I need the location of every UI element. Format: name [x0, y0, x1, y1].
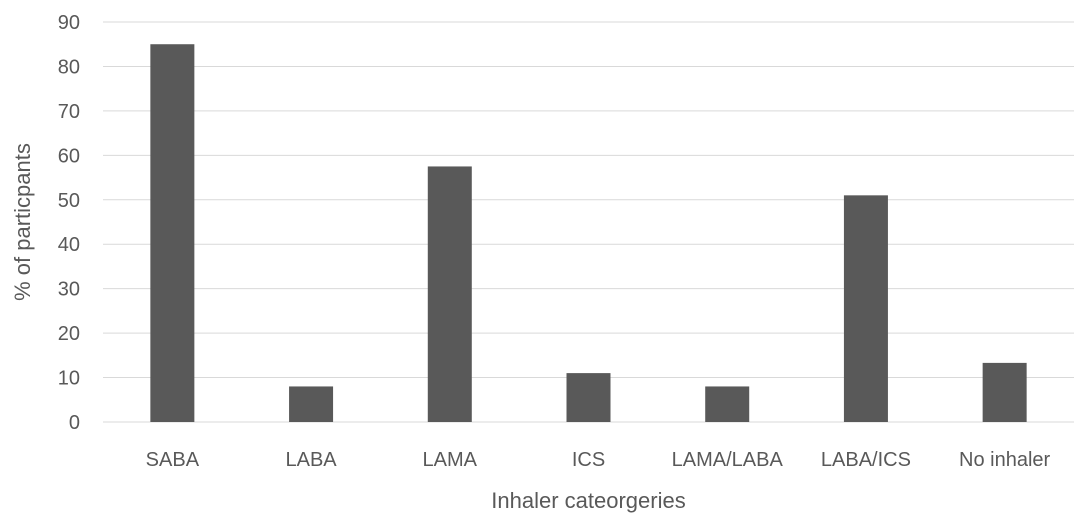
x-tick-label: LAMA/LABA	[672, 449, 784, 471]
bar	[150, 44, 195, 422]
x-tick-label: No inhaler	[959, 449, 1051, 471]
x-tick-label: LABA	[285, 449, 337, 471]
y-tick-label: 10	[58, 368, 80, 390]
y-tick-label: 40	[58, 234, 80, 256]
y-tick-labels: 0 10 20 30 40 50 60 70 80 90	[58, 12, 80, 434]
bars	[150, 44, 1027, 422]
x-tick-label: SABA	[146, 449, 200, 471]
gridlines	[103, 21, 1074, 423]
x-tick-labels: SABA LABA LAMA ICS LAMA/LABA LABA/ICS No inhal…	[146, 449, 1051, 471]
y-tick-label: 70	[58, 101, 80, 123]
y-tick-label: 60	[58, 145, 80, 167]
y-tick-label: 50	[58, 190, 80, 212]
y-tick-label: 80	[58, 56, 80, 78]
y-tick-label: 0	[69, 412, 80, 434]
x-tick-label: LAMA	[423, 449, 478, 471]
x-axis-title: Inhaler cateorgeries	[491, 488, 685, 513]
bar	[843, 195, 888, 422]
bar	[427, 166, 472, 422]
x-tick-label: ICS	[572, 449, 605, 471]
bar	[982, 362, 1027, 422]
y-axis-title: % of particpants	[10, 143, 35, 301]
bar	[566, 373, 611, 422]
y-tick-label: 90	[58, 12, 80, 34]
x-tick-label: LABA/ICS	[821, 449, 911, 471]
bar	[289, 386, 334, 422]
y-tick-label: 30	[58, 279, 80, 301]
bar	[705, 386, 750, 422]
y-tick-label: 20	[58, 323, 80, 345]
